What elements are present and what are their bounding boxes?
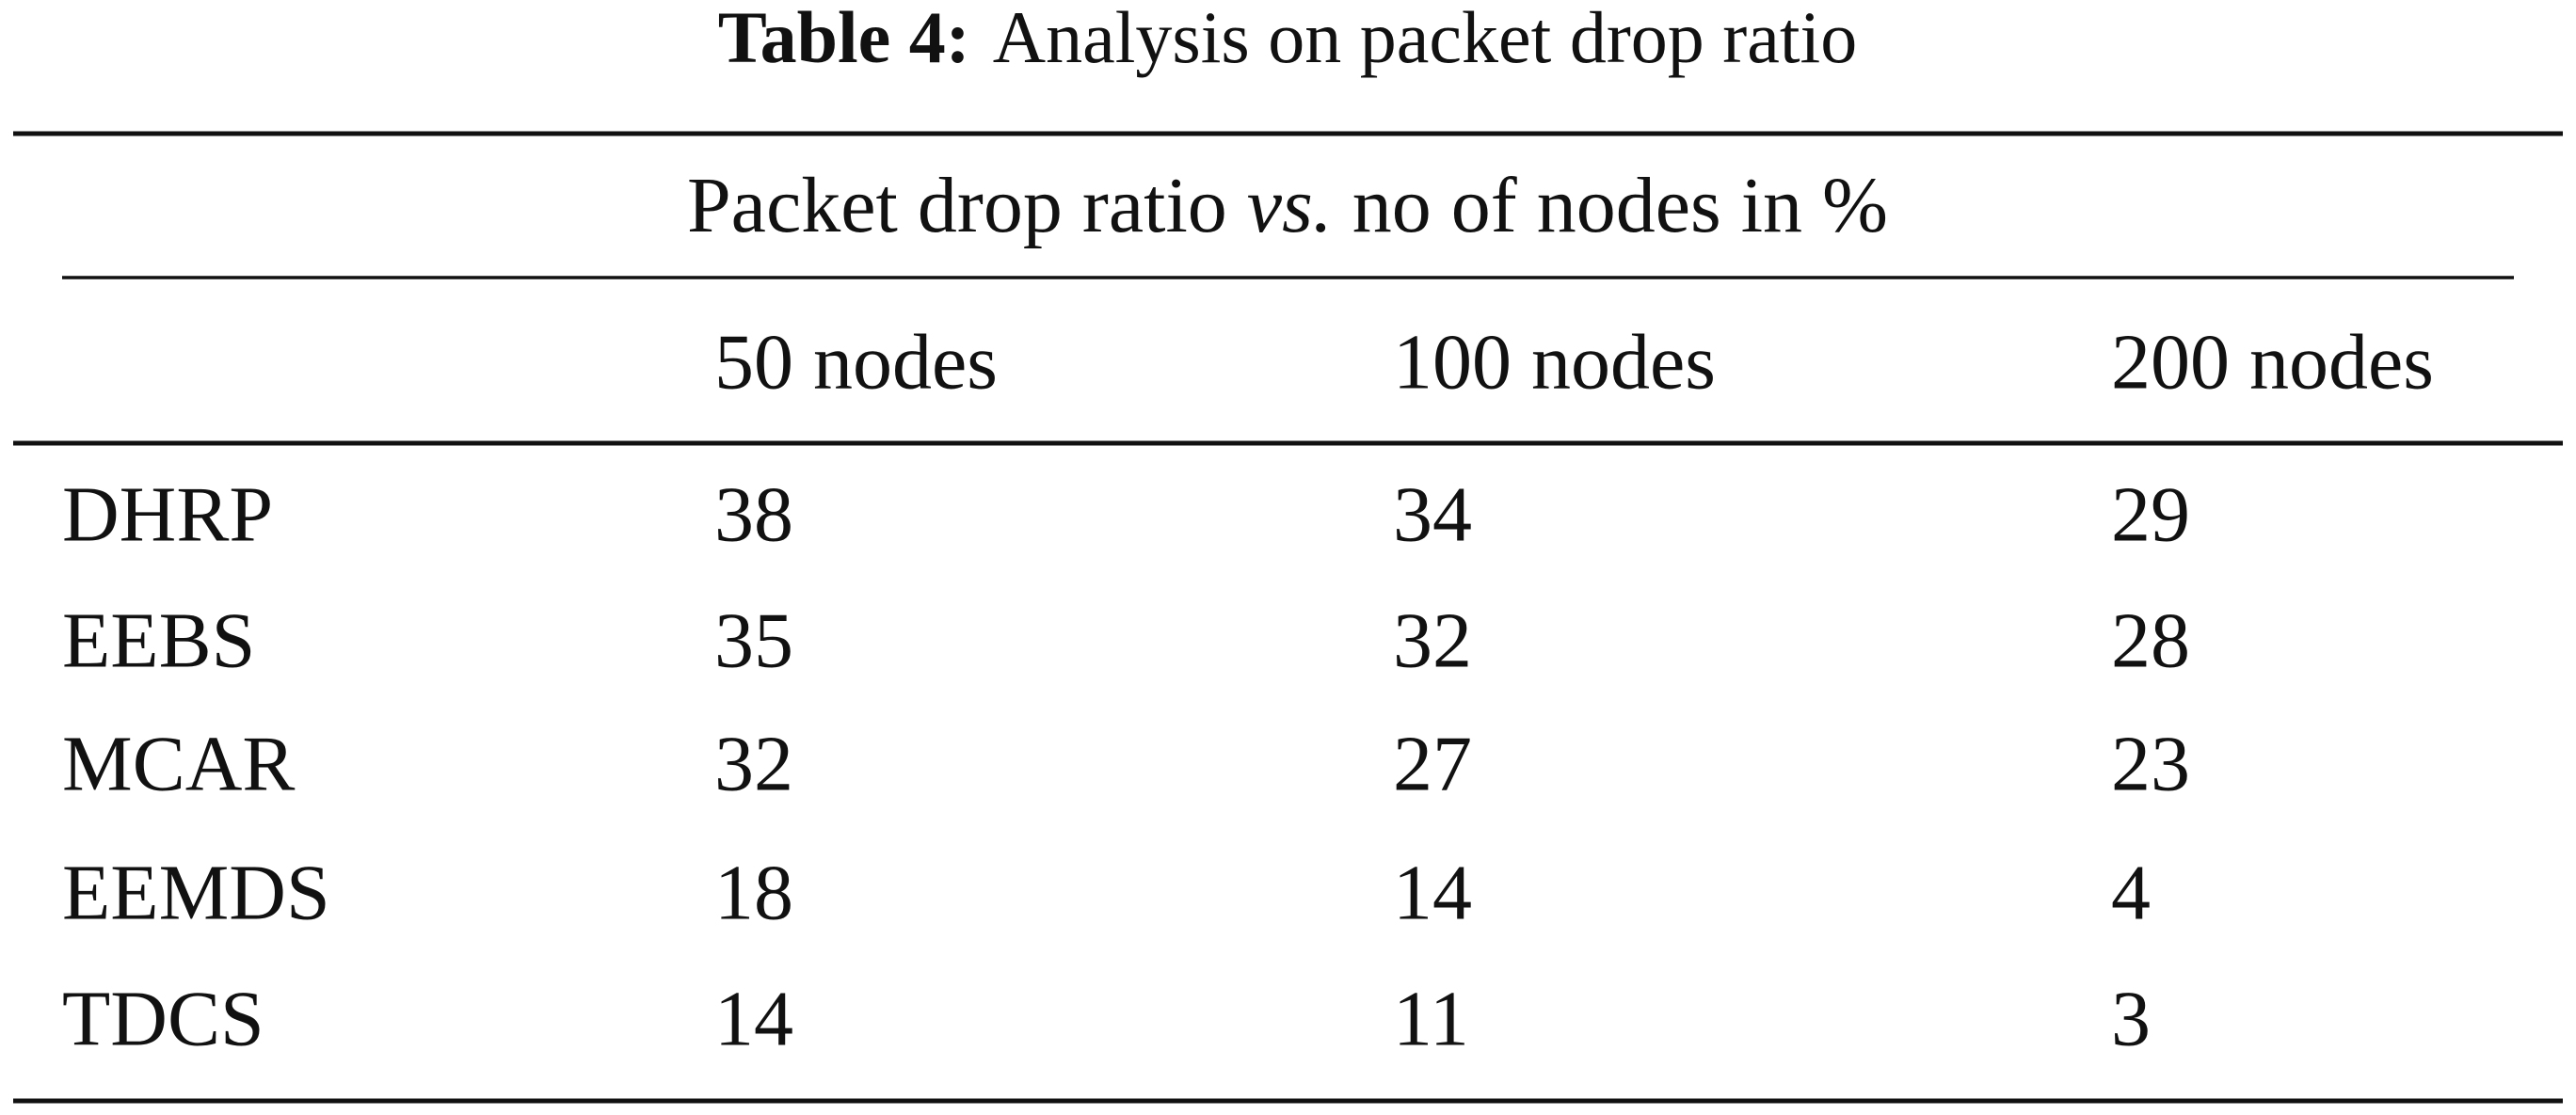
cell: 11 [1393,975,1469,1062]
group-text: no of nodes in % [1333,162,1888,249]
column-header: 50 nodes [714,318,998,406]
cell: 35 [714,597,793,684]
cell: 18 [714,849,793,936]
cell: 23 [2111,720,2190,807]
cell: 32 [1393,597,1472,684]
group-text: Packet drop ratio [687,162,1247,249]
cell: 14 [1393,849,1472,936]
cell: 4 [2111,849,2151,936]
column-header: 200 nodes [2111,318,2434,406]
cell: 34 [1393,470,1472,558]
cell: 27 [1393,720,1472,807]
row-label: EEBS [62,597,255,684]
column-header: 100 nodes [1393,318,1716,406]
row-label: EEMDS [62,849,330,936]
group-text-italic: vs. [1247,162,1333,249]
cell: 38 [714,470,793,558]
caption-title: Analysis on packet drop ratio [993,0,1857,78]
cell: 29 [2111,470,2190,558]
caption-label: Table 4: [718,0,970,78]
cell: 14 [714,975,793,1062]
cell: 32 [714,720,793,807]
group-header: Packet drop ratio vs. no of nodes in % [687,162,1888,249]
row-label: DHRP [62,470,273,558]
caption: Table 4: Analysis on packet drop ratio [718,0,1857,78]
cell: 28 [2111,597,2190,684]
row-label: TDCS [62,975,264,1062]
cell: 3 [2111,975,2151,1062]
row-label: MCAR [62,720,295,807]
